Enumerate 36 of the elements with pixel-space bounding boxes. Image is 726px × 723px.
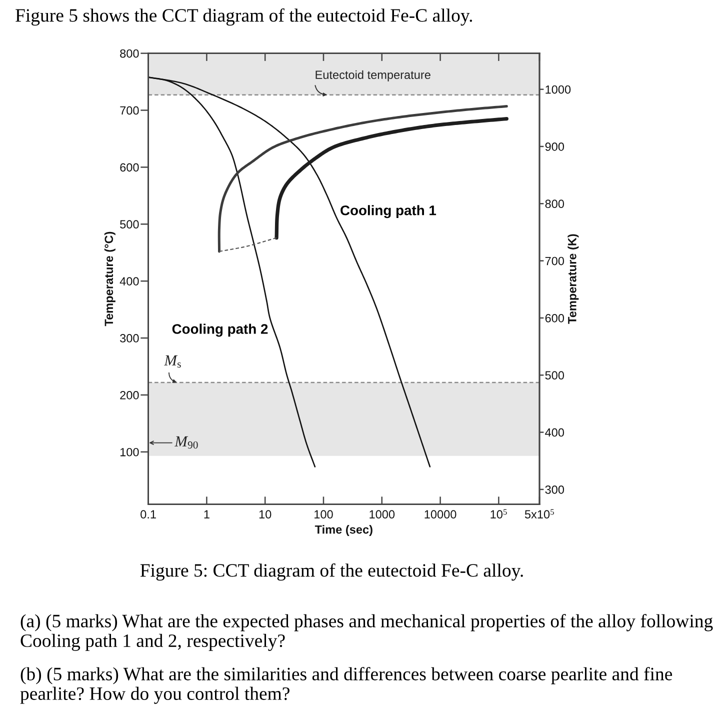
y2-tick-label: 900: [545, 142, 564, 151]
text: (b) (5 marks) What are the similarities and differences between coarse pearlite and fine pearlite? How do you control them?: [20, 667, 672, 704]
y2-tick-label: 300: [545, 485, 564, 494]
y-tick-label: 100: [120, 448, 139, 456]
y2-tick-label: 700: [545, 256, 564, 266]
ref-line-label: Eutectoid temperature: [316, 70, 430, 82]
caption: Figure 5 shows the CCT diagram of the eutectoid Fe-C alloy.: [16, 8, 472, 26]
y-tick-label: 700: [120, 106, 139, 115]
x-tick-label: 10000: [424, 510, 456, 519]
x-tick-label: 1: [204, 510, 210, 518]
x-axis-title: Time (sec): [314, 525, 372, 536]
y-tick-label: 800: [120, 49, 139, 58]
y-tick-label: 300: [120, 334, 139, 342]
y2-tick-label: 400: [545, 428, 564, 437]
y-tick-label: 500: [120, 220, 139, 229]
annotation: M$_{90}$: [174, 436, 198, 449]
text: Figure 5: CCT diagram of the eutectoid Fe-C alloy.: [140, 563, 523, 581]
x-tick-label: 5x10$^{5}$: [524, 509, 554, 519]
y2-tick-label: 800: [545, 200, 564, 208]
y-axis-title: Temperature (°C): [104, 232, 116, 326]
y2-tick-label: 1000: [546, 85, 571, 94]
y-tick-label: 600: [120, 163, 139, 172]
series-label: Cooling path 2: [172, 324, 268, 337]
ref-line-label: M$_{s}$: [164, 355, 181, 368]
y-tick-label: 400: [120, 277, 139, 286]
x-tick-label: 10: [259, 510, 272, 519]
x-tick-label: 1000: [370, 510, 395, 519]
y2-tick-label: 600: [545, 314, 564, 322]
x-tick-label: 0.1: [140, 510, 156, 519]
y2-tick-label: 500: [545, 371, 564, 380]
x-tick-label: 10$^{5}$: [490, 509, 507, 519]
y2-axis-title: Temperature (K): [568, 234, 579, 324]
y-tick-label: 200: [120, 391, 139, 400]
text: (a) (5 marks) What are the expected phases and mechanical properties of the alloy following Cooling path 1 and 2, respectively?: [20, 614, 713, 651]
x-tick-label: 100: [314, 510, 333, 519]
series-label: Cooling path 1: [340, 205, 436, 218]
